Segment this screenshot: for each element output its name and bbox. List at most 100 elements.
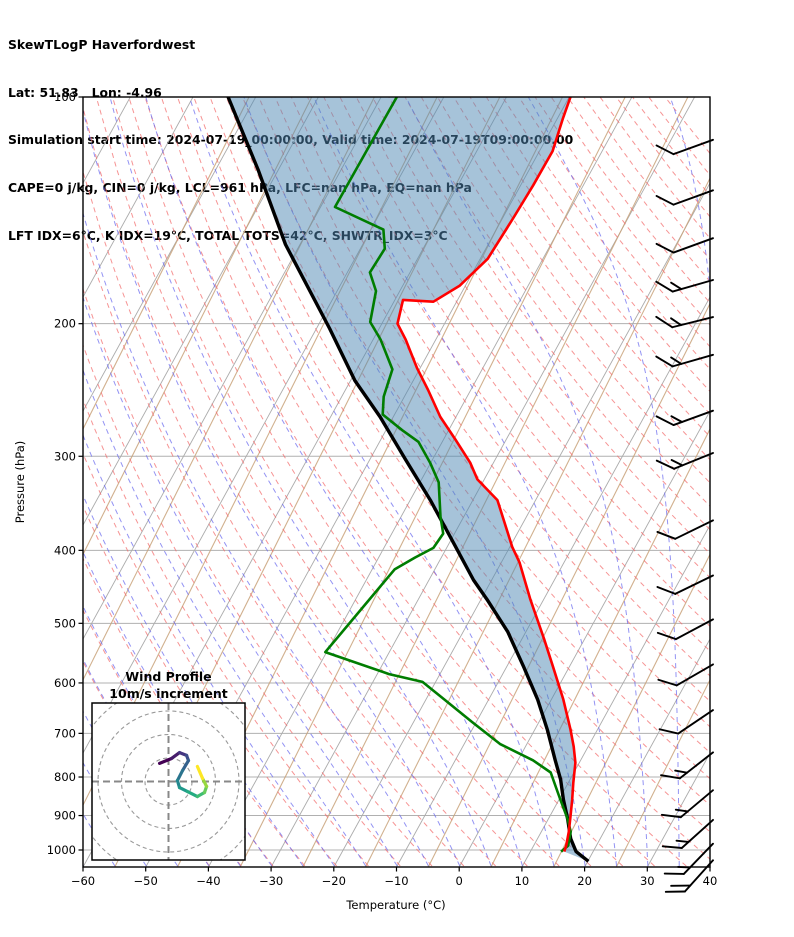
- mixing-ratio-line: [615, 678, 710, 867]
- x-axis-tick-label: −20: [322, 874, 346, 888]
- dry-adiabat-line: [112, 97, 592, 867]
- wind-barb: [655, 315, 714, 329]
- dry-adiabat-line: [258, 97, 710, 728]
- hodograph-trace-segment: [157, 756, 174, 766]
- wind-barb-half-feather: [670, 317, 682, 327]
- wind-barb-full-feather: [670, 884, 692, 887]
- y-axis-tick-label: 600: [54, 676, 76, 690]
- isotherm-line: [709, 866, 710, 867]
- figure-latlon: Lat: 51.83 Lon: -4.96: [8, 84, 162, 100]
- parcel-curve: [226, 97, 590, 863]
- wind-barb: [655, 279, 714, 293]
- dry-adiabat-line: [437, 97, 710, 461]
- mixing-ratio-line: [83, 97, 313, 556]
- wind-barb-half-feather: [674, 808, 689, 813]
- wind-barb-staff: [672, 189, 714, 206]
- y-axis-tick-label: 900: [54, 809, 76, 823]
- moist-adiabat-line: [313, 97, 617, 867]
- dry-adiabat-line: [95, 97, 560, 867]
- wind-barb: [655, 189, 714, 206]
- wind-barb-full-feather: [658, 728, 680, 735]
- dry-adiabat-line: [323, 97, 710, 627]
- moist-adiabat-line: [109, 97, 492, 867]
- wind-barb-half-feather: [677, 865, 692, 869]
- moist-adiabat-line: [83, 494, 304, 867]
- dry-adiabat-line: [128, 97, 624, 867]
- x-axis-tick-label: −60: [71, 874, 95, 888]
- wind-barb: [656, 519, 714, 540]
- wind-barb: [658, 709, 714, 735]
- isotherm-line: [0, 97, 68, 867]
- moist-adiabat-line: [83, 296, 398, 867]
- wind-barb-full-feather: [657, 678, 678, 687]
- wind-barb-half-feather: [675, 839, 690, 843]
- dry-adiabat-line: [599, 97, 710, 239]
- wind-barb-staff: [674, 618, 714, 641]
- wind-barb: [661, 818, 714, 849]
- dry-adiabat-line: [485, 97, 710, 393]
- wind-barb-staff: [674, 519, 714, 540]
- wind-barb-staff: [671, 279, 714, 293]
- wind-barb: [655, 138, 714, 156]
- dry-adiabat-line: [160, 97, 687, 867]
- dewpoint-curve: [324, 97, 572, 853]
- wind-barb-half-feather: [670, 459, 684, 467]
- wind-barb-full-feather: [661, 845, 683, 849]
- wind-barb-staff: [682, 842, 714, 875]
- wind-barb: [663, 842, 714, 875]
- wind-barb-staff: [671, 353, 714, 368]
- wind-barb-full-feather: [655, 415, 675, 427]
- moist-adiabat-line: [145, 97, 523, 867]
- y-axis-tick-label: 700: [54, 726, 76, 740]
- wind-barb: [655, 237, 714, 254]
- mixing-ratio-line: [302, 97, 689, 867]
- figure-title: SkewTLogP Haverfordwest: [8, 36, 196, 52]
- isotherm-line: [647, 752, 710, 867]
- isotherm-line: [396, 296, 710, 867]
- dry-adiabat-line: [83, 287, 433, 867]
- moist-adiabat-line: [83, 211, 429, 867]
- moist-adiabat-line: [742, 97, 779, 866]
- wind-barb-full-feather: [655, 459, 676, 470]
- wind-barb-half-feather: [670, 356, 683, 365]
- y-axis-tick-label: 500: [54, 616, 76, 630]
- wind-barb: [664, 859, 714, 893]
- y-axis-tick-label: 800: [54, 770, 76, 784]
- x-axis-tick-label: 40: [703, 874, 718, 888]
- dry-adiabat-line: [290, 97, 710, 677]
- dry-adiabat-line: [83, 452, 337, 867]
- sounding-profiles: [226, 97, 590, 863]
- dry-adiabat-line: [615, 97, 710, 218]
- wind-barb: [656, 618, 714, 641]
- wind-barb-full-feather: [656, 530, 677, 540]
- dry-adiabat-line: [388, 97, 710, 531]
- hodograph-grid: [92, 703, 245, 860]
- wind-barb: [660, 789, 714, 819]
- y-axis-tick-label: 1000: [47, 843, 76, 857]
- moist-adiabat-line: [527, 97, 680, 866]
- dry-adiabat-line: [144, 97, 655, 867]
- wind-barb-full-feather: [656, 631, 677, 641]
- wind-barb-full-feather: [655, 280, 674, 293]
- hodograph-trace-segment: [195, 764, 205, 781]
- wind-barb: [656, 574, 714, 595]
- isotherm-line: [83, 97, 194, 298]
- cin-shaded-area: [228, 97, 589, 862]
- wind-barb-staff: [677, 709, 714, 735]
- wind-barb-full-feather: [656, 586, 677, 595]
- wind-barb: [660, 751, 714, 780]
- moist-adiabat-line: [83, 433, 335, 867]
- y-axis-tick-label: 400: [54, 543, 76, 557]
- dry-adiabat-line: [550, 97, 710, 304]
- x-axis-tick-label: −10: [384, 874, 408, 888]
- wind-barb-staff: [672, 237, 714, 254]
- x-axis-tick-label: −30: [259, 874, 283, 888]
- hodograph-trace-segment: [185, 790, 200, 799]
- wind-barb: [655, 353, 714, 368]
- mixing-ratio-line: [365, 176, 710, 867]
- dry-adiabat-line: [453, 97, 710, 438]
- wind-barb: [657, 663, 714, 687]
- dry-adiabat-line: [469, 97, 710, 415]
- wind-barb-full-feather: [655, 315, 674, 329]
